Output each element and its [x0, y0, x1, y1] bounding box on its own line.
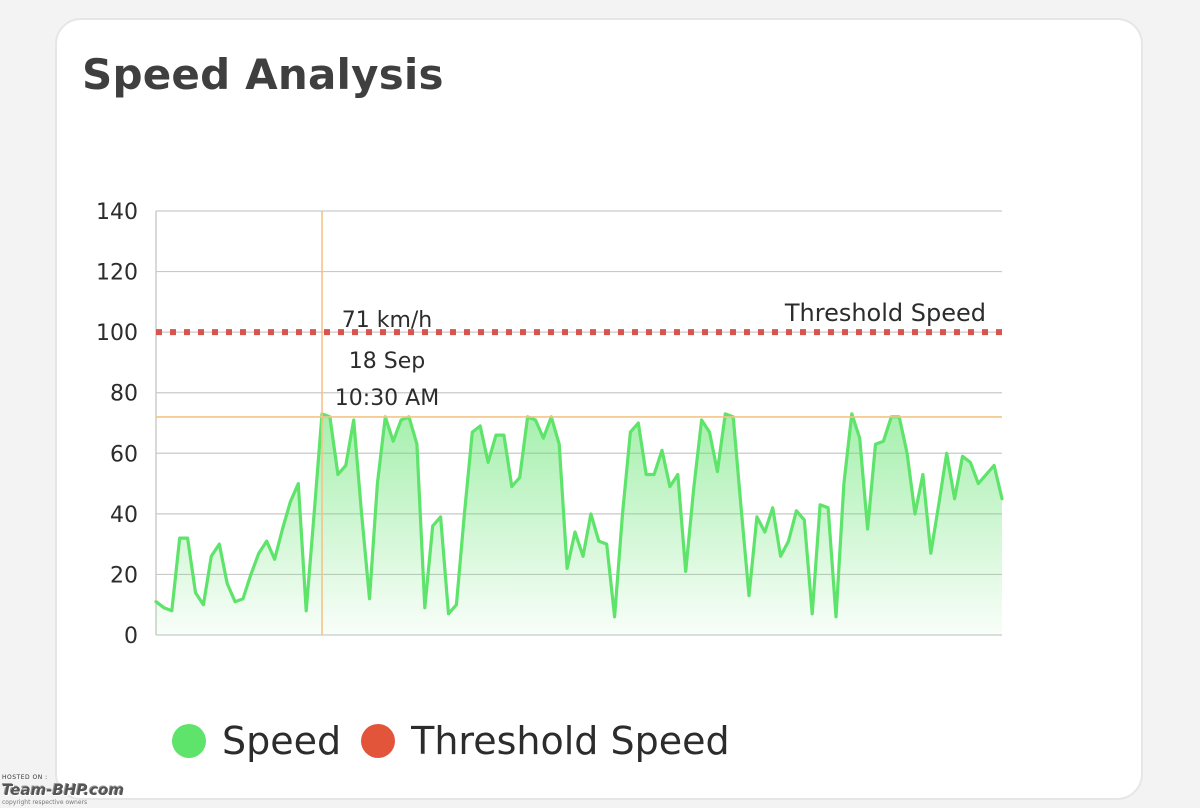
y-tick-label-40: 40	[110, 503, 138, 528]
y-tick-label-20: 20	[110, 563, 138, 588]
y-tick-label-120: 120	[96, 261, 138, 286]
page-title: Speed Analysis	[82, 50, 444, 99]
y-tick-label-60: 60	[110, 442, 138, 467]
watermark-logo: HOSTED ON : Team-BHP.com copyright respe…	[2, 774, 162, 808]
y-tick-label-80: 80	[110, 382, 138, 407]
y-tick-label-0: 0	[124, 624, 138, 649]
speed-analysis-card	[55, 18, 1143, 800]
legend-item-threshold[interactable]: Threshold Speed	[361, 719, 730, 763]
legend-swatch-threshold	[361, 724, 396, 758]
tooltip-speed-value: 71 km/h	[342, 308, 433, 333]
tooltip-date: 18 Sep	[349, 349, 425, 374]
legend-label-threshold: Threshold Speed	[411, 719, 730, 763]
legend-label-speed: Speed	[222, 719, 342, 763]
speed-series-line[interactable]	[154, 412, 1004, 619]
watermark-copyright: copyright respective owners	[2, 799, 88, 806]
legend-item-speed[interactable]: Speed	[172, 719, 341, 763]
y-tick-label-100: 100	[96, 321, 138, 346]
watermark-brand: Team-BHP.com	[2, 781, 125, 799]
threshold-label: Threshold Speed	[784, 299, 986, 327]
watermark-hosted: HOSTED ON :	[2, 774, 48, 781]
y-tick-label-140: 140	[96, 200, 138, 225]
legend-swatch-speed	[172, 724, 206, 758]
tooltip-time: 10:30 AM	[335, 386, 439, 411]
chart-legend: Speed Threshold Speed	[172, 716, 750, 766]
